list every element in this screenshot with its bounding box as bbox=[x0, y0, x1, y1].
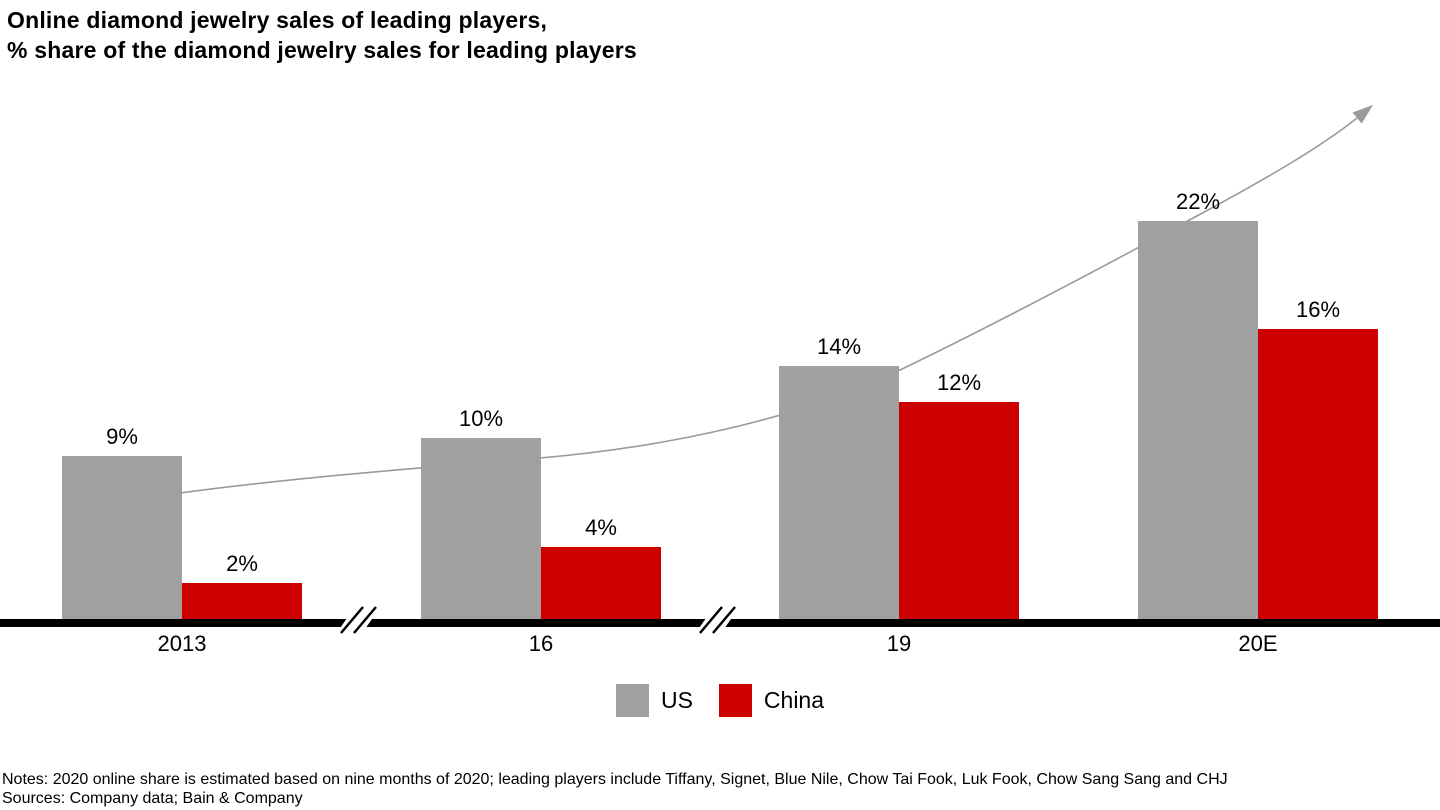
sources-line: Sources: Company data; Bain & Company bbox=[2, 790, 303, 807]
chart-title-line2: % share of the diamond jewelry sales for… bbox=[7, 37, 637, 63]
bar-us-16: 10% bbox=[421, 406, 541, 619]
china-swatch-icon bbox=[718, 684, 752, 717]
bar-value-label-china-16: 4% bbox=[585, 515, 617, 540]
notes-line: Notes: 2020 online share is estimated ba… bbox=[2, 771, 1228, 788]
legend-item-us: US bbox=[615, 684, 693, 717]
bar-china-2013: 2% bbox=[182, 551, 302, 619]
bar-china-20e: 16% bbox=[1258, 297, 1378, 619]
legend: US China bbox=[0, 684, 1440, 717]
bar-value-label-china-2013: 2% bbox=[226, 551, 258, 576]
bar-value-label-us-16: 10% bbox=[458, 406, 504, 431]
chart-title-line1: Online diamond jewelry sales of leading … bbox=[7, 7, 548, 33]
bar-us-19: 14% bbox=[779, 334, 899, 619]
x-axis-line bbox=[0, 619, 1440, 627]
x-axis-label-2013: 2013 bbox=[157, 631, 207, 656]
bar-us-20e: 22% bbox=[1138, 189, 1258, 619]
bar-value-label-us-19: 14% bbox=[816, 334, 862, 359]
legend-label-china: China bbox=[763, 687, 825, 713]
us-swatch-icon bbox=[615, 684, 649, 717]
x-axis-label-16: 16 bbox=[528, 631, 554, 656]
chart-title: Online diamond jewelry sales of leading … bbox=[7, 5, 637, 65]
bar-china-16: 4% bbox=[541, 515, 661, 619]
bar-us-2013: 9% bbox=[62, 424, 182, 619]
bar-china-19: 12% bbox=[899, 370, 1019, 619]
footnotes: Notes: 2020 online share is estimated ba… bbox=[2, 770, 1228, 808]
trend-curve bbox=[179, 104, 1374, 494]
bar-value-label-us-2013: 9% bbox=[106, 424, 138, 449]
bar-value-label-china-19: 12% bbox=[936, 370, 982, 395]
x-axis-label-19: 19 bbox=[886, 631, 912, 656]
legend-label-us: US bbox=[660, 687, 693, 713]
bar-value-label-us-20e: 22% bbox=[1175, 189, 1221, 214]
bar-value-label-china-20e: 16% bbox=[1295, 297, 1341, 322]
x-axis-label-20e: 20E bbox=[1238, 631, 1278, 656]
legend-item-china: China bbox=[718, 684, 825, 717]
